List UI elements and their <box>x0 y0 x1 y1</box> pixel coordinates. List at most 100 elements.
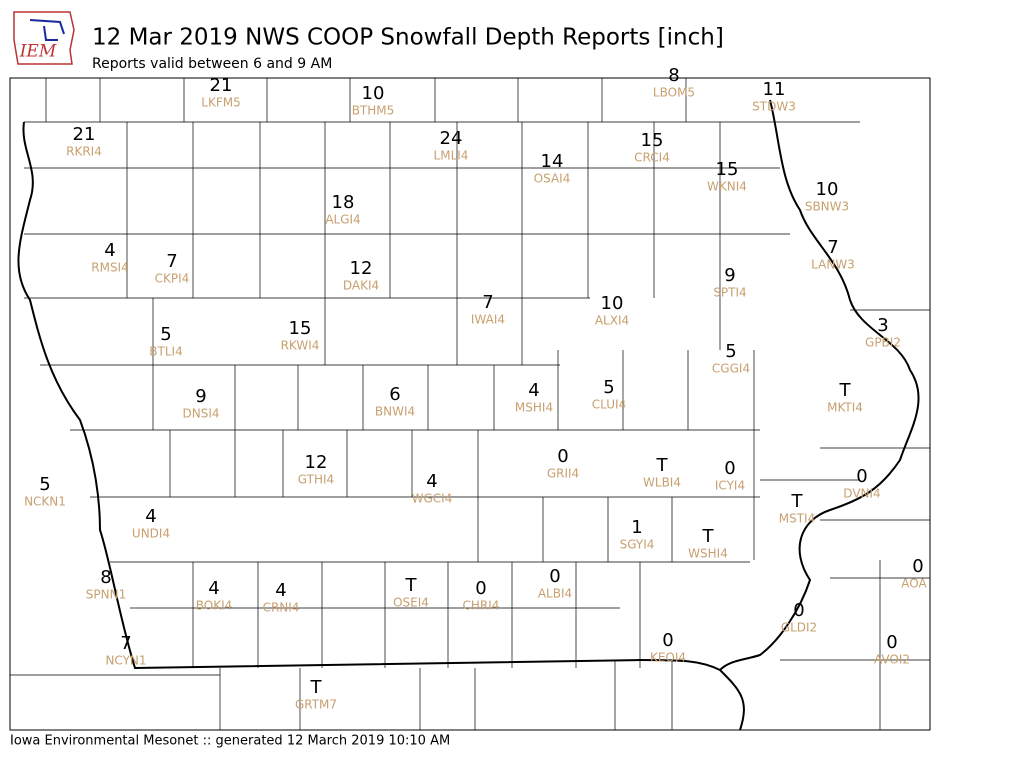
station-value: 12 <box>350 258 373 279</box>
station-id: SPTI4 <box>713 286 746 300</box>
station-value: 21 <box>73 124 96 145</box>
station-id: ALGI4 <box>325 213 360 227</box>
station-id: LANW3 <box>811 258 855 272</box>
station-id: GTHI4 <box>298 473 334 487</box>
station-value: 12 <box>305 452 328 473</box>
station-value: 0 <box>549 566 560 587</box>
station-value: T <box>405 575 418 596</box>
station-id: SPNN1 <box>86 588 126 602</box>
map-subtitle: Reports valid between 6 and 9 AM <box>92 56 332 72</box>
station-value: 14 <box>541 151 564 172</box>
station-id: CRCI4 <box>634 151 670 165</box>
station-id: CGGI4 <box>712 362 750 376</box>
station-value: 0 <box>557 446 568 467</box>
station-value: 1 <box>631 517 642 538</box>
station-id: CHRI4 <box>463 599 500 613</box>
station-value: 0 <box>475 578 486 599</box>
station-value: 5 <box>725 341 736 362</box>
station-id: LBOM5 <box>653 86 695 100</box>
station-id: BNWI4 <box>375 405 415 419</box>
station-id: BTHM5 <box>352 104 395 118</box>
station-id: NCKN1 <box>24 495 66 509</box>
station-id: GRTM7 <box>295 698 337 712</box>
footer: Iowa Environmental Mesonet :: generated … <box>10 734 450 749</box>
station-id: STDW3 <box>752 100 796 114</box>
station-value: 10 <box>601 293 624 314</box>
station-id: WSHI4 <box>688 547 728 561</box>
station-id: KEOI4 <box>650 651 686 665</box>
map-base <box>9 77 931 731</box>
station-value: 4 <box>208 578 219 599</box>
station-id: BOKI4 <box>196 599 233 613</box>
station-value: 6 <box>389 384 400 405</box>
station-value: 7 <box>482 292 493 313</box>
station-value: T <box>656 455 669 476</box>
station-id: CKPI4 <box>155 272 190 286</box>
station-id: IWAI4 <box>471 313 505 327</box>
station-value: 15 <box>716 159 739 180</box>
station-value: 0 <box>724 458 735 479</box>
station-id: OSEI4 <box>393 596 429 610</box>
logo-text: IEM <box>19 42 57 62</box>
station-value: T <box>702 526 715 547</box>
station-id: LMLI4 <box>434 149 469 163</box>
station-value: 21 <box>210 75 233 96</box>
station-id: UNDI4 <box>132 527 170 541</box>
station-id: WGCI4 <box>412 492 453 506</box>
station-id: RKRI4 <box>66 145 102 159</box>
station-id: SBNW3 <box>805 200 849 214</box>
station-id: MSHI4 <box>515 401 553 415</box>
station-value: 0 <box>856 466 867 487</box>
station-value: 7 <box>827 237 838 258</box>
station-id: DNSI4 <box>182 407 219 421</box>
station-id: RKWI4 <box>281 339 320 353</box>
station-id: MSTI4 <box>779 512 815 526</box>
logo: IEM <box>13 11 75 65</box>
station-value: 0 <box>912 556 923 577</box>
station-value: 4 <box>104 240 115 261</box>
station-value: 15 <box>641 130 664 151</box>
station-id: OSAI4 <box>534 172 571 186</box>
station-id: WLBI4 <box>643 476 681 490</box>
station-value: 5 <box>160 324 171 345</box>
station-value: 0 <box>793 600 804 621</box>
station-value: 9 <box>724 265 735 286</box>
station-id: DVNI4 <box>843 487 880 501</box>
station-value: T <box>839 380 852 401</box>
station-id: ALXI4 <box>595 314 629 328</box>
station-value: 7 <box>166 251 177 272</box>
station-value: 11 <box>763 79 786 100</box>
station-id: GLDI2 <box>781 621 817 635</box>
station-value: 4 <box>426 471 437 492</box>
station-value: 5 <box>39 474 50 495</box>
station-value: 8 <box>668 65 679 86</box>
map-title: 12 Mar 2019 NWS COOP Snowfall Depth Repo… <box>92 25 724 51</box>
station-id: RMSI4 <box>91 261 128 275</box>
station-value: 15 <box>289 318 312 339</box>
station-value: 3 <box>877 315 888 336</box>
station-id: MKTI4 <box>827 401 863 415</box>
station-value: 24 <box>440 128 463 149</box>
station-id: DAKI4 <box>343 279 379 293</box>
station-id: AVOI2 <box>874 653 910 667</box>
station-value: 9 <box>195 386 206 407</box>
station-id: CRNI4 <box>263 601 300 615</box>
station-id: ALBI4 <box>538 587 572 601</box>
station-id: GPBI2 <box>865 336 901 350</box>
station-value: 5 <box>603 377 614 398</box>
station-value: 4 <box>145 506 156 527</box>
station-value: T <box>310 677 323 698</box>
station-id: SGYI4 <box>620 538 655 552</box>
station-value: T <box>791 491 804 512</box>
station-value: 0 <box>662 630 673 651</box>
station-value: 7 <box>120 633 131 654</box>
station-value: 0 <box>886 632 897 653</box>
station-value: 10 <box>362 83 385 104</box>
station-id: GRII4 <box>547 467 579 481</box>
station-id: LKFM5 <box>201 96 240 110</box>
station-value: 18 <box>332 192 355 213</box>
station-value: 4 <box>275 580 286 601</box>
station-value: 4 <box>528 380 539 401</box>
